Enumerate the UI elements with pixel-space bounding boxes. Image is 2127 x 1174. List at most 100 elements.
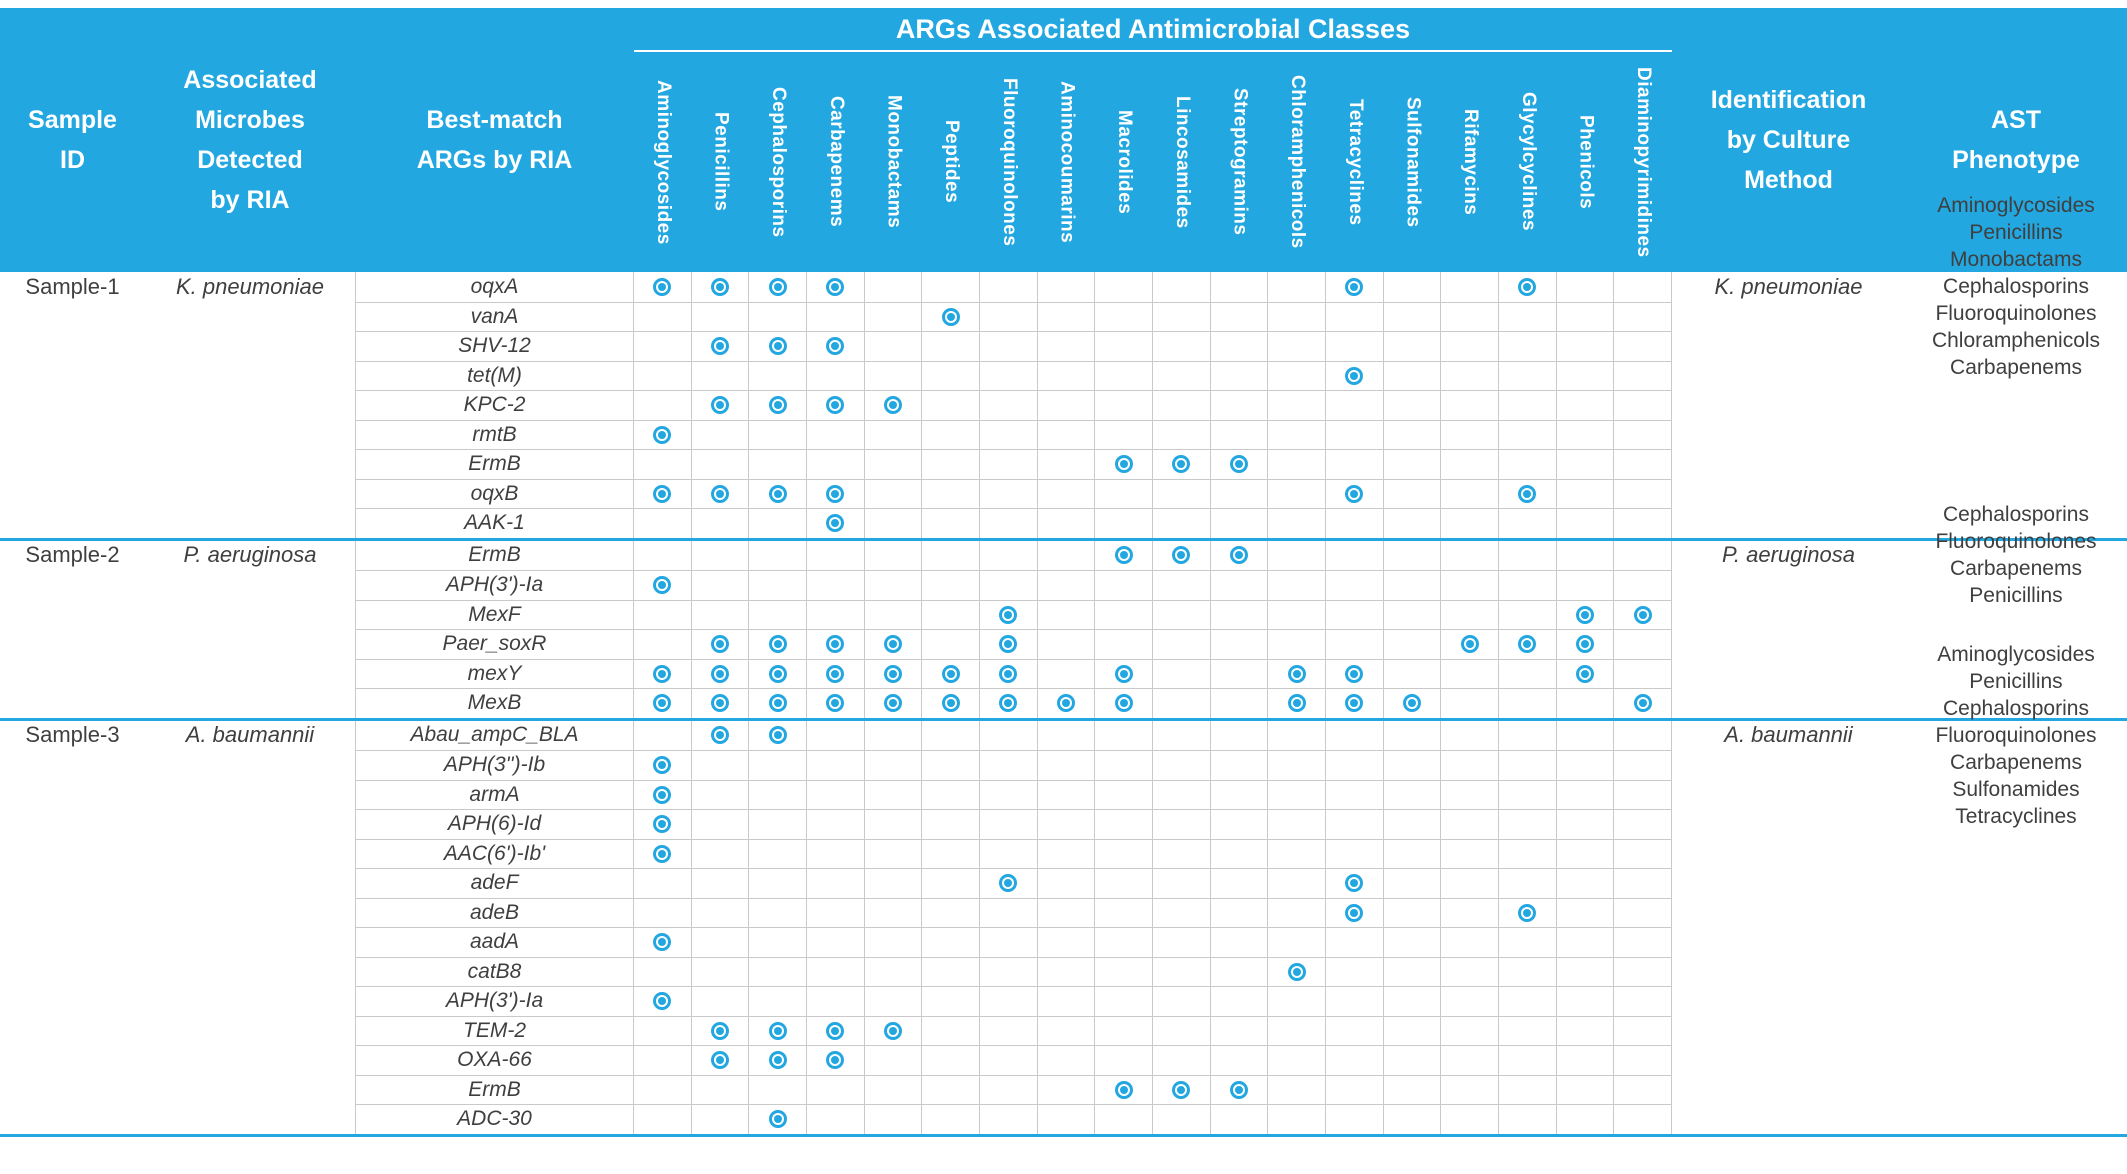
mark-cell	[980, 1074, 1038, 1104]
resistance-dot	[831, 401, 840, 410]
mark-cell	[1153, 419, 1211, 449]
resistance-dot	[831, 519, 840, 528]
mark-cell	[1037, 508, 1096, 538]
mark-cell	[1499, 301, 1557, 331]
mark-cell	[1499, 540, 1557, 570]
mark-cell	[922, 986, 980, 1016]
gene-name: Paer_soxR	[355, 629, 634, 659]
mark-cell	[864, 1104, 923, 1134]
gene-name: AAK-1	[355, 508, 634, 538]
mark-cell	[980, 1045, 1038, 1075]
mark-cell	[1268, 1074, 1326, 1104]
mark-cell	[922, 419, 980, 449]
mark-cell	[1556, 779, 1615, 809]
mark-cell	[1326, 508, 1384, 538]
gene-name: armA	[355, 779, 634, 809]
resistance-dot	[658, 581, 667, 590]
mark-cell	[634, 688, 692, 718]
mark-cell	[807, 838, 865, 868]
gene-name: ErmB	[355, 1074, 634, 1104]
mark-cell	[1268, 868, 1326, 898]
mark-cell	[1383, 1104, 1442, 1134]
mark-cell	[692, 272, 750, 302]
mark-cell	[1614, 779, 1672, 809]
mark-cell	[691, 449, 750, 479]
mark-cell	[1441, 688, 1499, 718]
mark-cell	[922, 599, 980, 629]
mark-cell	[807, 897, 865, 927]
mark-cell	[922, 331, 980, 361]
mark-cell	[1095, 986, 1153, 1016]
mark-cell	[1383, 629, 1442, 659]
mark-cell	[864, 419, 923, 449]
class-column-label: Glycylcyclines	[1499, 52, 1557, 272]
resistance-dot	[1350, 489, 1359, 498]
microbe-cell: K. pneumoniae	[176, 273, 324, 299]
mark-cell	[1095, 956, 1153, 986]
class-column-label: Chloramphenicols	[1268, 52, 1326, 272]
resistance-dot	[1350, 699, 1359, 708]
resistance-dot	[1292, 669, 1301, 678]
mark-cell	[634, 1045, 692, 1075]
mark-cell	[1037, 809, 1096, 839]
mark-cell	[807, 750, 865, 780]
mark-cell	[807, 1074, 865, 1104]
mark-cell	[1383, 1015, 1442, 1045]
resistance-dot	[658, 790, 667, 799]
class-column-label: Aminoglycosides	[634, 52, 692, 272]
mark-cell	[1614, 599, 1672, 629]
mark-cell	[749, 360, 807, 390]
mark-cell	[749, 1045, 807, 1075]
mark-cell	[1095, 750, 1153, 780]
mark-cell	[807, 927, 865, 957]
mark-cell	[980, 897, 1038, 927]
mark-cell	[1499, 1104, 1557, 1134]
mark-cell	[749, 478, 807, 508]
mark-cell	[1095, 1074, 1153, 1104]
mark-cell	[749, 868, 807, 898]
mark-cell	[1556, 599, 1615, 629]
mark-cell	[1441, 629, 1499, 659]
mark-cell	[1153, 750, 1211, 780]
sample-section: Sample-3 A. baumannii A. baumannii Aminogly…	[0, 643, 2127, 1137]
mark-cell	[691, 478, 750, 508]
resistance-dot	[773, 401, 782, 410]
mark-cell	[1614, 390, 1672, 420]
resistance-dot	[831, 640, 840, 649]
resistance-dot	[888, 699, 897, 708]
mark-cell	[1153, 1015, 1211, 1045]
mark-cell	[1441, 360, 1499, 390]
mark-cell	[865, 540, 923, 570]
mark-cell	[1326, 331, 1384, 361]
mark-cell	[1614, 956, 1672, 986]
gene-name: MexF	[355, 599, 634, 629]
mark-cell	[922, 868, 980, 898]
mark-cell	[1037, 956, 1096, 986]
mark-cell	[1210, 658, 1269, 688]
mark-cell	[1384, 720, 1442, 750]
mark-cell	[1037, 1074, 1096, 1104]
mark-cell	[1037, 868, 1096, 898]
mark-cell	[1614, 331, 1672, 361]
mark-cell	[1210, 750, 1269, 780]
mark-cell	[1499, 658, 1557, 688]
mark-cell	[807, 360, 865, 390]
mark-cell	[864, 449, 923, 479]
mark-cell	[1499, 750, 1557, 780]
mark-cell	[634, 629, 692, 659]
mark-cell	[1153, 868, 1211, 898]
mark-cell	[1383, 750, 1442, 780]
mark-cell	[1441, 540, 1499, 570]
mark-cell	[1441, 720, 1499, 750]
class-column-label: Sulfonamides	[1384, 52, 1442, 272]
class-column-label: Aminocoumarins	[1038, 52, 1096, 272]
mark-cell	[691, 986, 750, 1016]
mark-cell	[864, 331, 923, 361]
mark-cell	[1153, 838, 1211, 868]
microbe-cell: A. baumannii	[185, 722, 315, 748]
mark-cell	[807, 599, 865, 629]
mark-cell	[1037, 419, 1096, 449]
gene-name: adeF	[355, 868, 634, 898]
mark-cell	[1556, 629, 1615, 659]
mark-cell	[691, 897, 750, 927]
